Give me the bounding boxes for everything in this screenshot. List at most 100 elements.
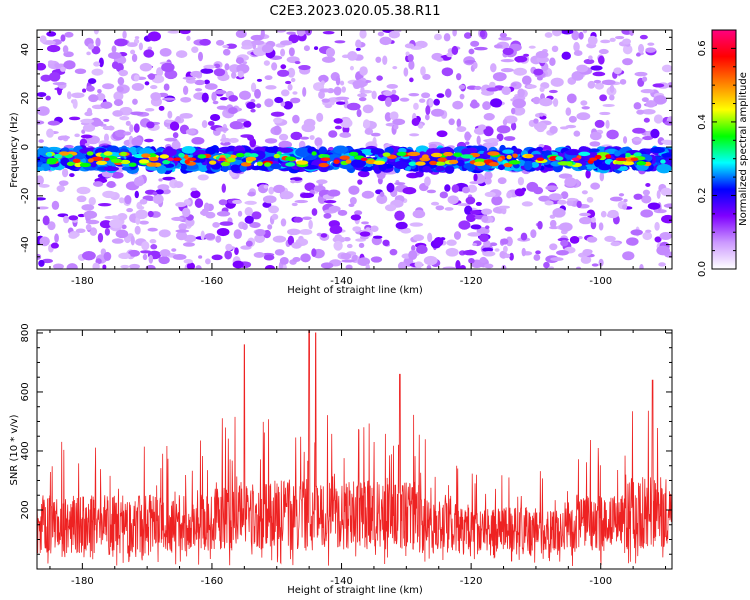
heatmap-cell [318,146,328,156]
heatmap-cell [370,148,385,155]
heatmap-cell [228,94,239,102]
heatmap-cell [348,203,355,207]
heatmap-cell [451,45,459,56]
heatmap-cell [586,209,596,219]
heatmap-cell [588,55,593,60]
heatmap-cell [102,264,107,269]
heatmap-cell [148,153,157,158]
heatmap-cell [111,61,119,70]
heatmap-cell [316,179,328,185]
heatmap-cell [552,30,562,37]
heatmap-cell [321,56,336,63]
heatmap-cell [76,195,87,203]
heatmap-cell [576,112,591,121]
heatmap-cell [467,232,481,237]
heatmap-cell [64,31,74,38]
heatmap-cell [408,93,420,97]
heatmap-cell [92,262,100,269]
heatmap-cell [421,92,431,99]
heatmap-cell [218,199,228,206]
heatmap-cell [290,131,303,141]
heatmap-cell [181,145,196,154]
heatmap-cell [52,82,67,86]
heatmap-cell [395,221,408,230]
heatmap-cell [552,98,559,107]
heatmap-cell [104,227,110,236]
heatmap-cell [201,120,208,129]
heatmap-cell [469,210,482,215]
heatmap-cell [606,129,619,140]
colorbar-tick-label: 0.4 [697,114,708,130]
heatmap-cell [120,264,130,269]
heatmap-cell [333,86,342,96]
heatmap-cell [337,209,348,216]
heatmap-cell [598,222,604,231]
heatmap-cell [162,148,177,157]
heatmap-cell [605,119,610,129]
heatmap-cell [129,124,134,133]
heatmap-cell [77,213,86,218]
heatmap-cell [474,215,483,220]
heatmap-cell [357,93,368,98]
heatmap-cell [231,71,237,79]
heatmap-cell [345,159,352,164]
heatmap-cell [81,250,96,261]
heatmap-cell [274,96,284,104]
heatmap-cell [484,177,492,185]
heatmap-cell [599,111,611,116]
heatmap-cell [384,204,397,212]
heatmap-cell [131,136,143,147]
figure-title: C2E3.2023.020.05.38.R11 [269,4,440,19]
heatmap-cell [459,265,466,269]
heatmap-cell [604,235,616,242]
heatmap-cell [580,100,588,106]
heatmap-cell [528,45,536,49]
heatmap-cell [92,181,104,187]
heatmap-cell [158,178,163,182]
heatmap-cell [549,57,556,66]
spectrogram-y-ticks: -40 -20 0 20 40 [20,36,672,270]
heatmap-cell [645,183,651,187]
heatmap-cell [434,161,446,166]
heatmap-cell [585,169,591,179]
heatmap-cell [639,34,648,40]
heatmap-cell [260,30,265,39]
heatmap-cell [197,174,209,181]
heatmap-cell [111,238,124,244]
heatmap-cell [472,61,478,69]
heatmap-cell [376,75,383,81]
heatmap-cell [162,159,171,165]
heatmap-cell [512,153,518,158]
heatmap-cell [304,30,312,36]
heatmap-cell [551,45,559,53]
heatmap-cell [147,46,153,51]
heatmap-cell [592,71,606,77]
heatmap-cell [333,159,340,164]
heatmap-cell [296,30,306,37]
heatmap-cell [599,94,608,102]
heatmap-cell [321,98,330,103]
heatmap-cell [172,254,187,260]
heatmap-cell [205,258,211,265]
heatmap-cell [451,184,460,193]
heatmap-cell [376,194,388,205]
heatmap-cell [577,235,583,240]
heatmap-cell [598,258,604,267]
heatmap-cell [340,118,353,128]
heatmap-cell [179,112,193,119]
heatmap-cell [409,222,424,227]
heatmap-cell [559,222,573,232]
heatmap-cell [299,136,310,140]
heatmap-cell [557,161,571,166]
heatmap-cell [278,133,289,141]
heatmap-cell [298,65,311,71]
heatmap-cell [134,225,141,235]
heatmap-cell [458,220,471,230]
heatmap-cell [441,67,454,77]
heatmap-cell [269,163,282,170]
heatmap-cell [81,204,95,211]
heatmap-cell [229,121,244,130]
heatmap-cell [239,90,251,101]
y-tick-label: 400 [20,441,31,460]
heatmap-cell [482,101,491,110]
